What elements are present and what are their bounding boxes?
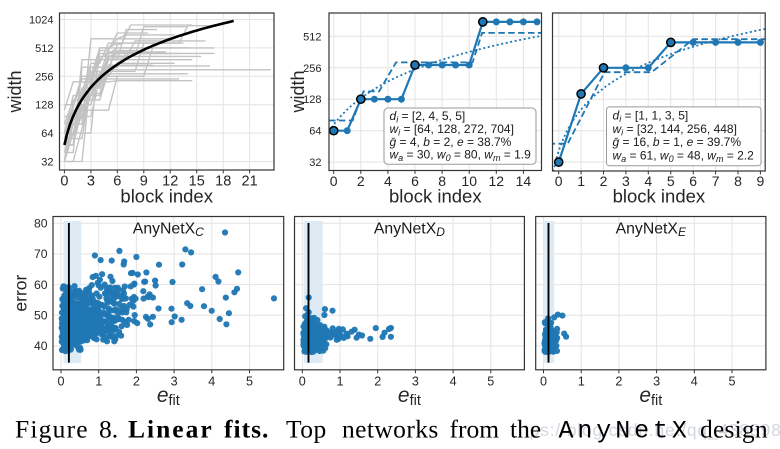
svg-text:10: 10 [461,173,477,189]
svg-text:2: 2 [374,374,381,388]
svg-text:AnyNetXC: AnyNetXC [133,220,204,239]
svg-text:fits.: fits. [224,415,269,444]
svg-text:5: 5 [728,374,735,388]
svg-text:14: 14 [516,173,532,189]
svg-text:design: design [700,415,768,444]
svg-text:0: 0 [299,374,306,388]
svg-text:4: 4 [208,374,215,388]
svg-text:1: 1 [336,374,343,388]
svg-text:efit: efit [157,384,180,409]
svg-text:5: 5 [487,374,494,388]
svg-text:ḡ = 16, b = 1, e = 39.7%: ḡ = 16, b = 1, e = 39.7% [613,135,742,149]
svg-text:256: 256 [35,71,53,83]
svg-text:wa​ = 61, w0​ = 48, wm​ = 2.2: wa​ = 61, w0​ = 48, wm​ = 2.2 [613,148,755,164]
svg-text:128: 128 [35,100,53,112]
svg-text:1: 1 [578,374,585,388]
svg-text:AnyNetXD: AnyNetXD [374,220,445,239]
svg-text:2: 2 [357,173,365,189]
svg-text:512: 512 [303,31,321,43]
svg-text:Figure: Figure [15,415,89,444]
svg-text:wa​ = 30, w0​ = 80, wm​ = 1.9: wa​ = 30, w0​ = 80, wm​ = 1.9 [390,148,532,164]
svg-text:8.: 8. [99,415,118,444]
svg-text:4: 4 [691,374,698,388]
svg-text:2: 2 [600,173,608,189]
svg-text:3: 3 [87,174,95,190]
svg-text:0: 0 [330,173,338,189]
svg-text:3: 3 [171,374,178,388]
svg-text:15: 15 [189,174,205,190]
svg-text:block index: block index [613,185,706,206]
svg-text:50: 50 [34,309,48,323]
svg-text:AnyNetX: AnyNetX [559,417,691,446]
svg-text:60: 60 [34,278,48,292]
svg-text:5: 5 [667,173,675,189]
svg-text:64: 64 [41,128,53,140]
svg-text:4: 4 [450,374,457,388]
svg-text:4: 4 [644,173,652,189]
svg-text:3: 3 [412,374,419,388]
svg-text:6: 6 [689,173,697,189]
svg-text:1: 1 [577,173,585,189]
svg-text:32: 32 [309,157,321,169]
svg-text:width: width [5,70,25,113]
svg-text:di​ = [1, 1, 3, 5]: di​ = [1, 1, 3, 5] [613,109,689,125]
svg-text:0: 0 [60,174,68,190]
svg-text:2: 2 [615,374,622,388]
svg-text:6: 6 [411,173,419,189]
svg-text:block index: block index [120,185,213,206]
svg-text:block index: block index [389,185,482,206]
svg-text:0: 0 [555,173,563,189]
svg-text:1: 1 [95,374,102,388]
svg-text:2: 2 [133,374,140,388]
svg-text:9: 9 [140,174,148,190]
svg-text:80: 80 [34,217,48,231]
svg-text:efit: efit [398,384,421,409]
svg-text:12: 12 [162,174,178,190]
svg-text:6: 6 [113,174,121,190]
svg-text:4: 4 [384,173,392,189]
svg-text:32: 32 [41,157,53,169]
svg-text:networks: networks [342,415,439,444]
svg-text:1024: 1024 [29,15,53,27]
svg-text:12: 12 [489,173,505,189]
svg-text:wi​ = [64, 128, 272, 704]: wi​ = [64, 128, 272, 704] [390,122,514,138]
svg-text:the: the [510,415,541,444]
svg-text:5: 5 [246,374,253,388]
svg-text:64: 64 [309,126,321,138]
svg-text:width: width [288,70,308,113]
svg-text:ḡ = 4, b = 2, e = 38.7%: ḡ = 4, b = 2, e = 38.7% [390,135,512,149]
svg-text:128: 128 [303,94,321,106]
svg-text:512: 512 [35,43,53,55]
svg-text:9: 9 [757,173,765,189]
svg-text:Linear: Linear [128,415,214,444]
svg-text:Top: Top [286,415,327,444]
svg-text:3: 3 [622,173,630,189]
svg-text:8: 8 [438,173,446,189]
svg-text:error: error [11,274,31,311]
svg-text:tps://blog.csdn.net/qq_4383988: tps://blog.csdn.net/qq_43839881 [524,420,780,441]
svg-text:0: 0 [57,374,64,388]
svg-text:40: 40 [34,339,48,353]
svg-text:di​ = [2, 4, 5, 5]: di​ = [2, 4, 5, 5] [390,109,466,125]
svg-text:from: from [450,415,500,444]
svg-text:70: 70 [34,247,48,261]
svg-text:efit: efit [639,384,662,409]
svg-text:256: 256 [303,63,321,75]
svg-text:3: 3 [653,374,660,388]
svg-text:8: 8 [734,173,742,189]
svg-text:wi​ = [32, 144, 256, 448]: wi​ = [32, 144, 256, 448] [613,122,737,138]
svg-text:18: 18 [215,174,231,190]
svg-text:21: 21 [242,174,258,190]
svg-text:0: 0 [540,374,547,388]
svg-text:7: 7 [712,173,720,189]
svg-text:AnyNetXE: AnyNetXE [616,220,687,239]
